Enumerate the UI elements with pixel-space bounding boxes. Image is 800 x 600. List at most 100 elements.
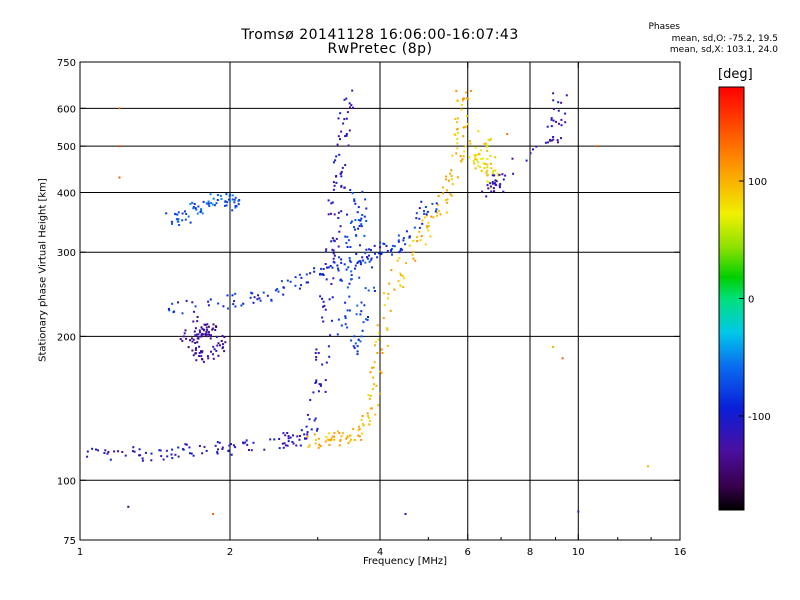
echo-point xyxy=(124,454,127,457)
echo-point xyxy=(445,211,448,214)
echo-point xyxy=(365,220,368,222)
x-tick-label: 16 xyxy=(674,547,687,558)
echo-point xyxy=(289,280,292,283)
echo-point xyxy=(477,164,480,167)
echo-point xyxy=(485,170,488,173)
echo-point xyxy=(184,443,187,446)
echo-point xyxy=(348,282,351,285)
echo-point xyxy=(205,449,208,452)
y-tick-label: 500 xyxy=(57,142,76,153)
echo-point xyxy=(184,218,187,221)
echo-point xyxy=(322,320,325,323)
echo-point xyxy=(348,295,351,298)
echo-point xyxy=(216,452,219,455)
echo-point xyxy=(552,99,555,102)
echo-point xyxy=(187,215,190,218)
echo-point xyxy=(203,445,206,448)
echo-point xyxy=(230,453,233,456)
echo-point xyxy=(217,448,219,451)
echo-point xyxy=(486,144,489,147)
echo-point xyxy=(349,246,352,248)
echo-point xyxy=(231,198,234,201)
echo-point xyxy=(277,290,280,293)
echo-point xyxy=(183,332,186,335)
echo-point xyxy=(373,244,376,247)
echo-point xyxy=(338,444,341,447)
echo-point xyxy=(337,269,340,272)
echo-point xyxy=(191,301,194,304)
echo-point xyxy=(391,253,393,256)
echo-point xyxy=(555,120,557,123)
echo-point xyxy=(201,212,204,215)
echo-point xyxy=(337,211,340,214)
echo-point xyxy=(346,111,349,114)
echo-point xyxy=(446,189,448,192)
echo-point xyxy=(191,201,194,204)
echo-point xyxy=(385,327,388,330)
echo-point xyxy=(345,437,348,440)
echo-point xyxy=(352,345,355,348)
echo-point xyxy=(233,300,236,303)
echo-point xyxy=(425,213,428,216)
echo-point xyxy=(192,320,195,323)
echo-point xyxy=(192,205,195,208)
echo-point xyxy=(194,207,197,210)
echo-point xyxy=(464,125,467,128)
echo-point xyxy=(287,437,290,440)
echo-point xyxy=(204,323,207,326)
echo-point xyxy=(511,157,514,160)
echo-point xyxy=(345,268,348,271)
echo-point xyxy=(249,296,252,299)
echo-point xyxy=(320,273,323,276)
echo-point xyxy=(322,305,325,308)
echo-point xyxy=(491,181,494,183)
echo-point xyxy=(456,137,459,140)
echo-point xyxy=(237,200,240,203)
echo-point xyxy=(219,344,221,347)
echo-point xyxy=(207,331,210,333)
echo-point xyxy=(340,324,343,327)
echo-point xyxy=(324,390,327,393)
echo-point xyxy=(342,122,345,125)
echo-point xyxy=(144,451,147,454)
echo-point xyxy=(193,203,196,205)
echo-point xyxy=(330,202,333,205)
echo-point xyxy=(317,437,320,440)
echo-point xyxy=(337,217,340,219)
echo-point xyxy=(216,441,219,444)
echo-point xyxy=(184,329,187,332)
echo-point xyxy=(474,167,477,170)
echo-point xyxy=(240,304,243,307)
echo-point xyxy=(315,439,318,441)
echo-point xyxy=(370,249,372,252)
echo-point xyxy=(282,446,285,449)
echo-point xyxy=(225,204,228,207)
echo-point xyxy=(340,130,343,133)
echo-point xyxy=(340,258,343,261)
echo-point xyxy=(423,216,426,219)
echo-point xyxy=(300,276,303,279)
echo-point xyxy=(420,235,423,238)
echo-point xyxy=(465,114,468,117)
echo-point xyxy=(416,240,419,243)
echo-point xyxy=(212,345,215,348)
echo-point xyxy=(339,440,342,443)
echo-point xyxy=(325,436,328,438)
echo-point xyxy=(313,267,316,270)
echo-point xyxy=(374,413,377,416)
echo-point xyxy=(495,180,498,183)
echo-point xyxy=(490,186,493,189)
echo-point xyxy=(456,121,459,124)
echo-point xyxy=(315,356,318,358)
echo-point xyxy=(200,335,203,338)
echo-point xyxy=(390,250,393,253)
echo-point xyxy=(234,206,237,209)
echo-point xyxy=(416,236,419,239)
echo-point xyxy=(303,433,306,436)
echo-point xyxy=(353,439,356,441)
echo-point xyxy=(349,440,352,443)
colorbar-tick-label: -100 xyxy=(748,412,771,423)
echo-point xyxy=(337,117,340,120)
echo-point xyxy=(475,158,478,161)
echo-point xyxy=(181,339,184,342)
